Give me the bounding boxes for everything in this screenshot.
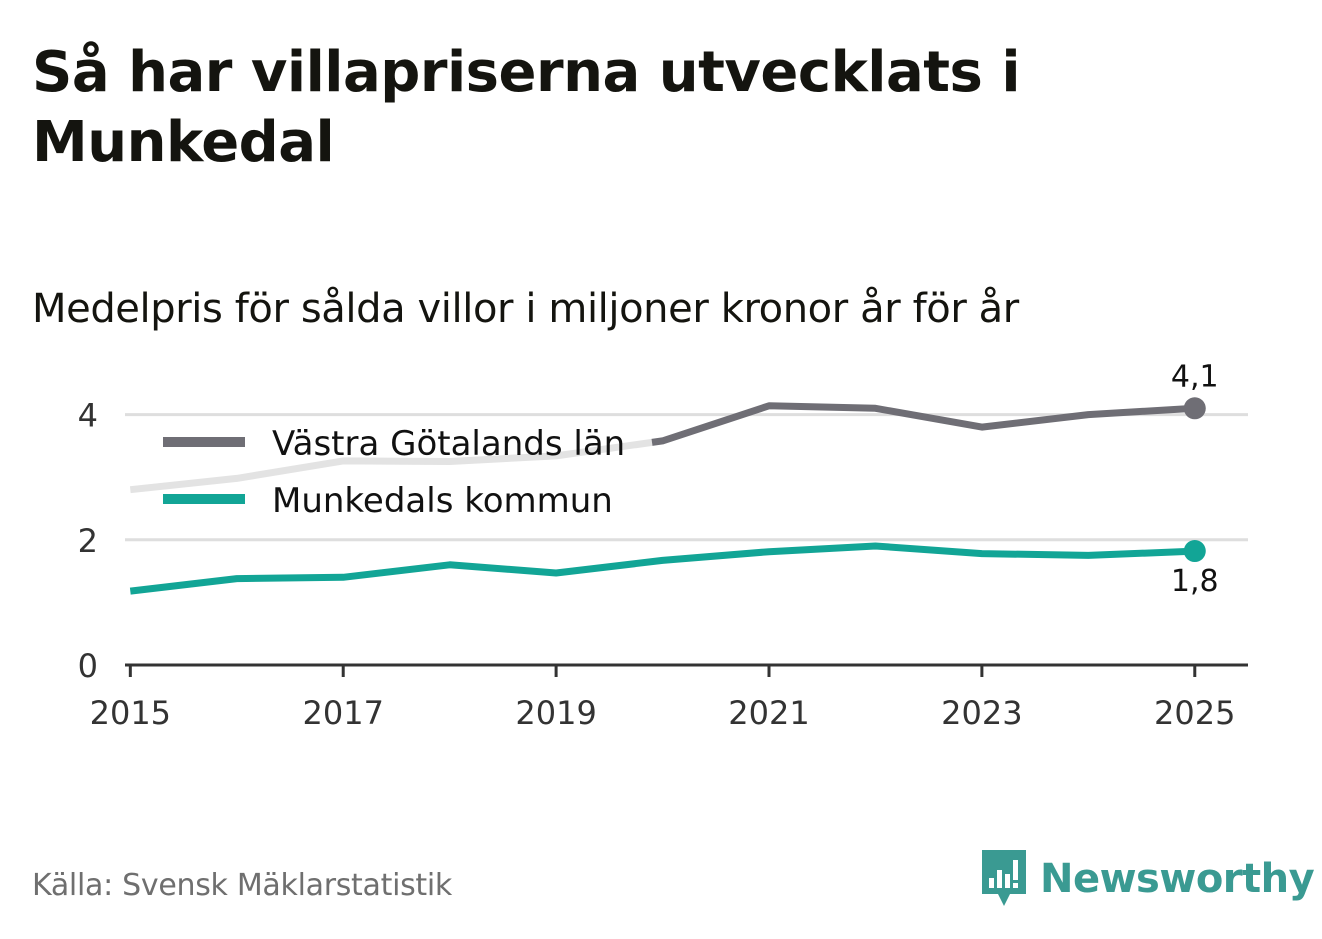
legend: Västra Götalands län Munkedals kommun [163, 424, 625, 521]
chart-subtitle: Medelpris för sålda villor i miljoner kr… [32, 286, 1019, 332]
x-tick-label: 2023 [941, 694, 1022, 732]
x-tick-label: 2019 [515, 694, 596, 732]
brand-logo[interactable]: Newsworthy [980, 848, 1315, 910]
end-markers [1183, 397, 1206, 563]
x-tick-label: 2015 [90, 694, 171, 732]
end-marker-munkedal [1183, 540, 1206, 563]
end-marker-vg [1183, 397, 1206, 420]
brand-name: Newsworthy [1040, 856, 1315, 902]
chart-title: Så har villapriserna utvecklats i Munked… [32, 40, 1021, 175]
series-line-munkedal [129, 542, 1195, 595]
x-tick-label: 2017 [302, 694, 383, 732]
legend-label-munkedal: Munkedals kommun [272, 481, 613, 521]
end-label-vg: 4,1 [1171, 359, 1219, 394]
source-note: Källa: Svensk Mäklarstatistik [32, 868, 453, 903]
y-tick-label: 0 [78, 647, 98, 685]
legend-label-vg: Västra Götalands län [272, 424, 625, 464]
series-line-vg-faded [129, 438, 653, 494]
y-tick-label: 4 [78, 397, 98, 435]
x-tick-label: 2025 [1154, 694, 1235, 732]
x-tick-label: 2021 [728, 694, 809, 732]
end-label-munkedal: 1,8 [1171, 564, 1219, 599]
y-tick-label: 2 [78, 522, 98, 560]
y-axis-ticks: 0 2 4 [78, 397, 98, 685]
newsworthy-logo-icon [982, 850, 1026, 906]
x-axis: 2015 2017 2019 2021 2023 2025 [90, 663, 1248, 732]
series-line-vg [651, 402, 1196, 446]
series-lines [129, 402, 1196, 595]
